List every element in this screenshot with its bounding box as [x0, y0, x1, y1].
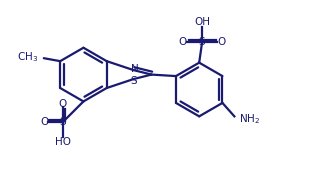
Text: O: O: [40, 117, 48, 127]
Text: S: S: [130, 76, 137, 86]
Text: S: S: [199, 37, 205, 47]
Text: CH$_3$: CH$_3$: [17, 51, 38, 64]
Text: NH$_2$: NH$_2$: [239, 112, 260, 126]
Text: O: O: [179, 37, 187, 47]
Text: O: O: [58, 99, 67, 109]
Text: O: O: [217, 37, 226, 47]
Text: N: N: [131, 64, 139, 74]
Text: OH: OH: [194, 17, 210, 27]
Text: HO: HO: [54, 137, 71, 147]
Text: S: S: [59, 117, 66, 127]
